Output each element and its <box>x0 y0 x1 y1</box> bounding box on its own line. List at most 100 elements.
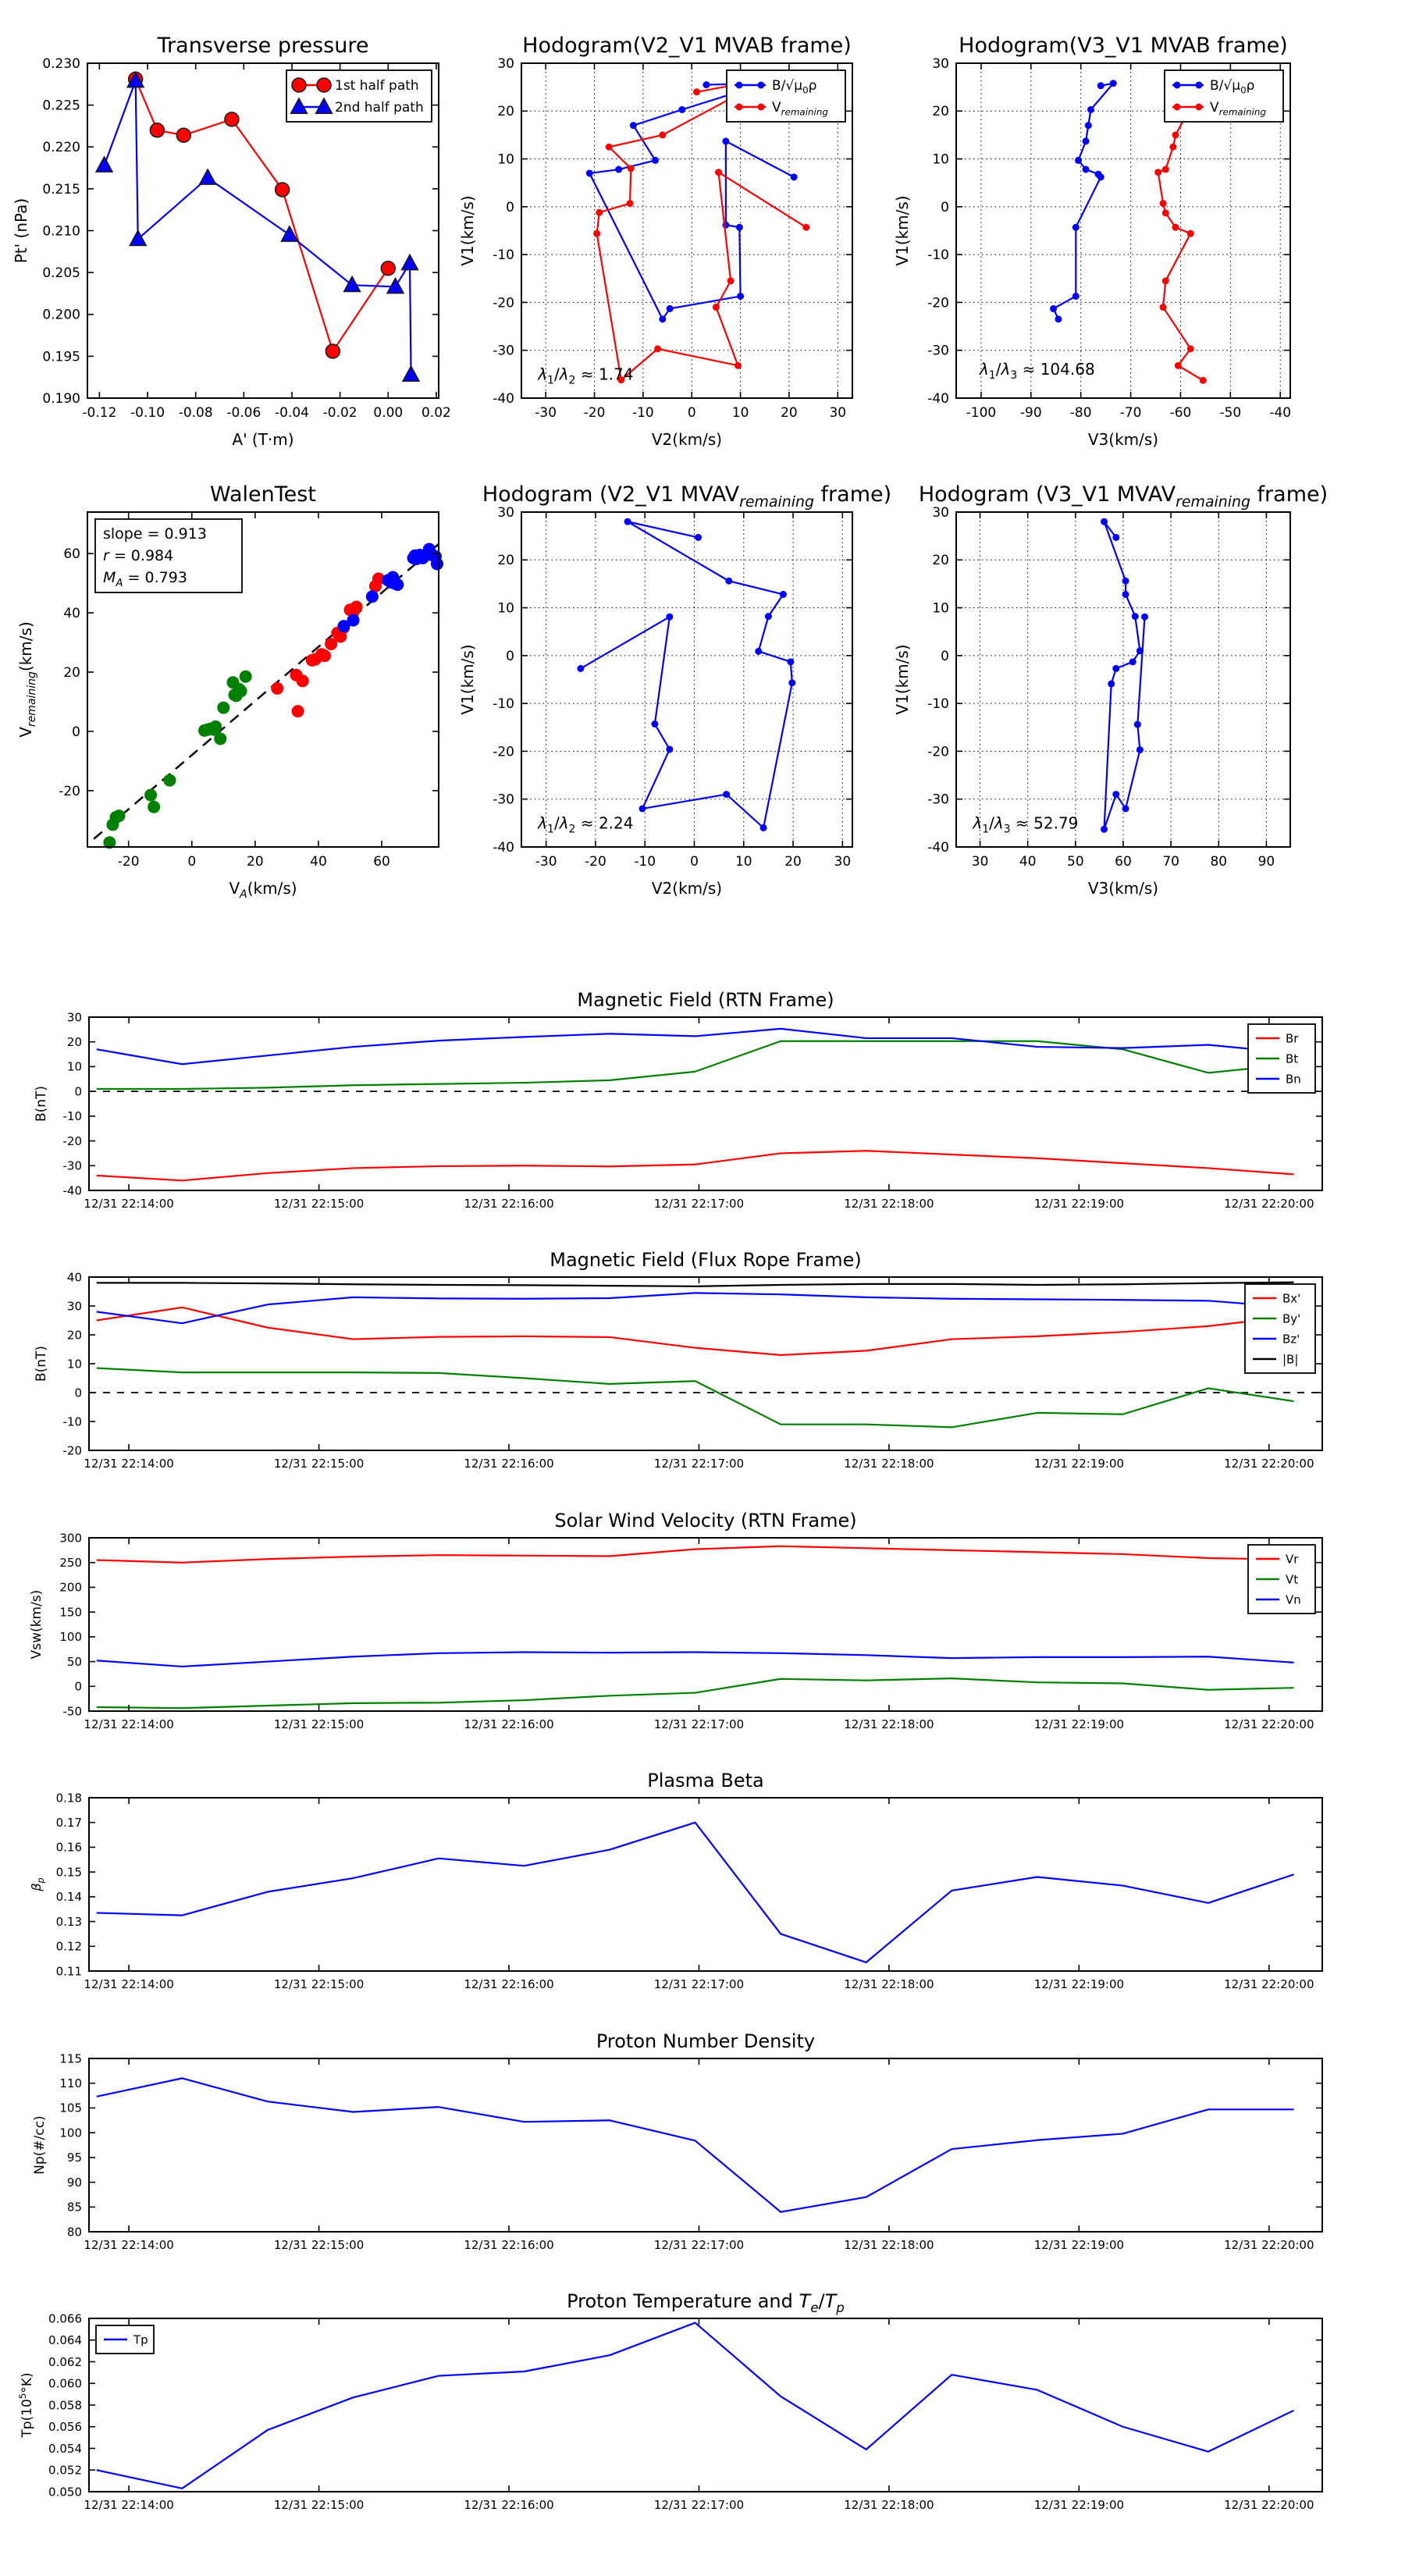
hodogram-v2v1-mvab-ytick: 0 <box>506 200 514 215</box>
transverse-pressure-xtick: -0.04 <box>275 405 309 421</box>
hodogram-v3v1-mvav-xtick: 40 <box>1019 854 1037 870</box>
walen-test-point <box>291 705 304 718</box>
magnetic-field-rtn-legend-label: Bn <box>1286 1072 1301 1086</box>
magnetic-field-flux-rope-title: Magnetic Field (Flux Rope Frame) <box>550 1249 861 1271</box>
hodogram-v3v1-mvav-ytick: 30 <box>932 505 949 521</box>
proton-number-density-ylabel: Np(#/cc) <box>32 2115 48 2174</box>
hodogram-v3v1-mvab-xtick: -70 <box>1120 405 1142 421</box>
solar-wind-velocity-line-Vn <box>96 1651 1294 1668</box>
walen-test-point <box>239 670 252 683</box>
proton-temperature-ytick: 0.064 <box>48 2333 82 2347</box>
proton-temperature-ytick: 0.052 <box>48 2464 82 2478</box>
proton-temperature-ytick: 0.050 <box>48 2485 82 2499</box>
magnetic-field-rtn-xtick: 12/31 22:15:00 <box>274 1197 364 1211</box>
transverse-pressure-ytick: 0.225 <box>42 98 80 114</box>
hodogram-v2v1-mvav-ytick: 20 <box>497 553 514 568</box>
hodogram-v3v1-mvab-ytick: -10 <box>927 247 949 263</box>
transverse-pressure-xtick: -0.10 <box>130 405 165 421</box>
transverse-pressure-legend-label: 1st half path <box>335 78 419 94</box>
hodogram-v3v1-mvab-legend-label: Vremaining <box>1210 100 1266 117</box>
proton-temperature-ytick: 0.066 <box>48 2311 82 2325</box>
magnetic-field-rtn-xtick: 12/31 22:19:00 <box>1034 1197 1124 1211</box>
plasma-beta-ylabel: βp <box>29 1877 46 1891</box>
plasma-beta-title: Plasma Beta <box>647 1770 763 1791</box>
magnetic-field-rtn-ytick: 10 <box>67 1060 82 1074</box>
solar-wind-velocity-ytick: 250 <box>59 1556 82 1570</box>
hodogram-v3v1-mvav-xtick: 30 <box>972 854 989 870</box>
magnetic-field-flux-rope-xtick: 12/31 22:20:00 <box>1224 1457 1314 1471</box>
magnetic-field-flux-rope-ytick: 10 <box>67 1357 82 1371</box>
magnetic-field-rtn-xtick: 12/31 22:18:00 <box>844 1197 934 1211</box>
magnetic-field-flux-rope-xtick: 12/31 22:16:00 <box>464 1457 553 1471</box>
hodogram-v3v1-mvab-ylabel: V1(km/s) <box>893 195 912 265</box>
plasma-beta-ytick: 0.12 <box>56 1940 82 1954</box>
panel-hodogram-v2v1-mvab: -30 -20 -10 0 10 20 30 -40 -30 -20 -10 0 10 20 30 Hodog… <box>458 34 853 449</box>
magnetic-field-flux-rope-ytick: 30 <box>67 1299 82 1313</box>
hodogram-v3v1-mvab-legend-label: B/√μ0ρ <box>1210 78 1254 95</box>
hodogram-v2v1-mvab-legend-label: Vremaining <box>772 100 828 117</box>
solar-wind-velocity-legend-label: Vt <box>1286 1572 1298 1586</box>
hodogram-v2v1-mvav-xtick: 20 <box>784 854 802 870</box>
proton-number-density-title: Proton Number Density <box>596 2030 815 2052</box>
hodogram-v3v1-mvav-ytick: 20 <box>932 553 949 568</box>
walen-test-point <box>325 637 338 650</box>
magnetic-field-flux-rope-ytick: 40 <box>67 1270 82 1284</box>
hodogram-v2v1-mvav-ylabel: V1(km/s) <box>458 644 477 714</box>
walen-test-point <box>372 572 385 585</box>
transverse-pressure-ytick: 0.220 <box>42 140 80 155</box>
hodogram-v2v1-mvav-xtick: 10 <box>735 854 752 870</box>
hodogram-v2v1-mvav-ytick: -20 <box>493 744 514 760</box>
walen-test-ytick: -20 <box>59 784 80 799</box>
hodogram-v3v1-mvab-line-B/sqrt(mu0 rho) <box>1052 82 1115 320</box>
walen-test-infobox-line: slope = 0.913 <box>103 525 207 543</box>
hodogram-v2v1-mvab-legend-label: B/√μ0ρ <box>772 78 816 95</box>
proton-number-density-xtick: 12/31 22:14:00 <box>84 2238 173 2252</box>
hodogram-v2v1-mvab-ytick: -20 <box>493 295 514 311</box>
transverse-pressure-ytick: 0.230 <box>42 56 80 72</box>
proton-number-density-xtick: 12/31 22:17:00 <box>654 2238 744 2252</box>
panel-hodogram-v2v1-mvav: -30 -20 -10 0 10 20 30-40-30-20-100102030Hodog… <box>458 482 891 898</box>
proton-number-density-ytick: 80 <box>67 2225 82 2239</box>
panel-walen-test: -20 0 20 40 60 -20 0 20 40 60 WalenTest VA(km/s) Vre… <box>16 482 443 901</box>
walen-test-point <box>234 685 247 698</box>
magnetic-field-rtn-ytick: 30 <box>67 1010 82 1024</box>
hodogram-v2v1-mvab-ytick: 10 <box>497 152 514 168</box>
solar-wind-velocity-title: Solar Wind Velocity (RTN Frame) <box>554 1510 856 1532</box>
proton-number-density-line-Np <box>96 2077 1294 2213</box>
hodogram-v3v1-mvav-xtick: 60 <box>1115 854 1132 870</box>
magnetic-field-flux-rope-ytick: 20 <box>67 1328 82 1342</box>
hodogram-v3v1-mvav-xtick: 70 <box>1162 854 1179 870</box>
hodogram-v2v1-mvab-xtick: 0 <box>688 405 696 421</box>
proton-temperature-ylabel: Tp(105°K) <box>17 2372 35 2438</box>
magnetic-field-rtn-ylabel: B(nT) <box>34 1086 49 1122</box>
transverse-pressure-ytick: 0.215 <box>42 182 80 197</box>
magnetic-field-flux-rope-ylabel: B(nT) <box>34 1346 49 1382</box>
walen-test-point <box>365 590 379 603</box>
proton-temperature-xtick: 12/31 22:20:00 <box>1224 2498 1314 2512</box>
walen-test-infobox-line: r = 0.984 <box>103 547 173 564</box>
walen-test-xtick: 60 <box>373 854 390 870</box>
solar-wind-velocity-xtick: 12/31 22:16:00 <box>464 1717 553 1731</box>
magnetic-field-rtn-legend: Br Bt Bn <box>1247 1023 1316 1094</box>
hodogram-v2v1-mvab-xtick: 10 <box>732 405 749 421</box>
magnetic-field-rtn-line-Bt <box>96 1040 1294 1091</box>
proton-number-density-ytick: 105 <box>59 2101 82 2115</box>
hodogram-v2v1-mvav-line-V remaining hodogram <box>580 521 793 829</box>
hodogram-v2v1-mvav-annotation: λ1/λ2 ≈ 2.24 <box>537 813 633 835</box>
magnetic-field-flux-rope-line-Bz' <box>96 1292 1294 1325</box>
walen-test-xtick: 40 <box>310 854 327 870</box>
hodogram-v2v1-mvab-xtick: -10 <box>632 405 654 421</box>
transverse-pressure-ytick: 0.210 <box>42 223 80 239</box>
hodogram-v3v1-mvav-annotation: λ1/λ3 ≈ 52.79 <box>972 813 1078 835</box>
proton-temperature-ytick: 0.060 <box>48 2377 82 2391</box>
magnetic-field-rtn-ytick: 0 <box>74 1084 82 1098</box>
solar-wind-velocity-ytick: 200 <box>59 1581 82 1595</box>
hodogram-v2v1-mvav-ytick: 30 <box>497 505 514 521</box>
magnetic-field-rtn-ytick: -20 <box>63 1134 83 1148</box>
hodogram-v3v1-mvab-legend: B/√μ0ρ Vremaining <box>1164 69 1284 123</box>
hodogram-v3v1-mvav-xlabel: V3(km/s) <box>1088 879 1158 898</box>
hodogram-v3v1-mvav-ytick: -20 <box>927 744 949 760</box>
panel-proton-temperature: 12/31 22:14:00 12/31 22:15:00 12/31 22:16:… <box>17 2290 1323 2512</box>
solar-wind-velocity-legend-label: Vn <box>1286 1592 1301 1606</box>
